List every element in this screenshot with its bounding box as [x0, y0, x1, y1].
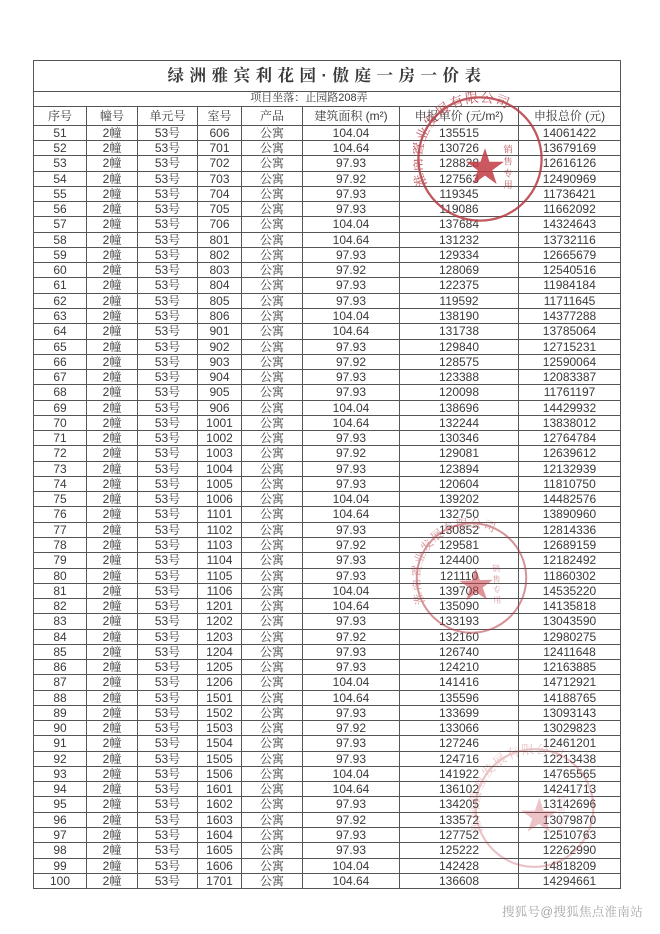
svg-text:售: 售	[557, 805, 566, 816]
svg-text:用: 用	[493, 596, 501, 605]
svg-text:销: 销	[504, 144, 513, 155]
svg-text:用: 用	[504, 180, 513, 190]
svg-text:专: 专	[504, 167, 513, 178]
svg-text:专: 专	[557, 816, 566, 827]
svg-text:淮南置业发展有限公司: 淮南置业发展有限公司	[410, 515, 502, 607]
svg-text:用: 用	[556, 828, 565, 838]
svg-text:售: 售	[504, 155, 513, 166]
svg-text:淮南置业发展有限公司: 淮南置业发展有限公司	[413, 90, 512, 189]
svg-text:专: 专	[493, 584, 501, 594]
svg-text:销: 销	[492, 563, 500, 573]
svg-text:淮南置业发展有限公司: 淮南置业发展有限公司	[466, 743, 567, 838]
svg-text:销: 销	[557, 793, 566, 804]
svg-text:售: 售	[492, 574, 500, 584]
